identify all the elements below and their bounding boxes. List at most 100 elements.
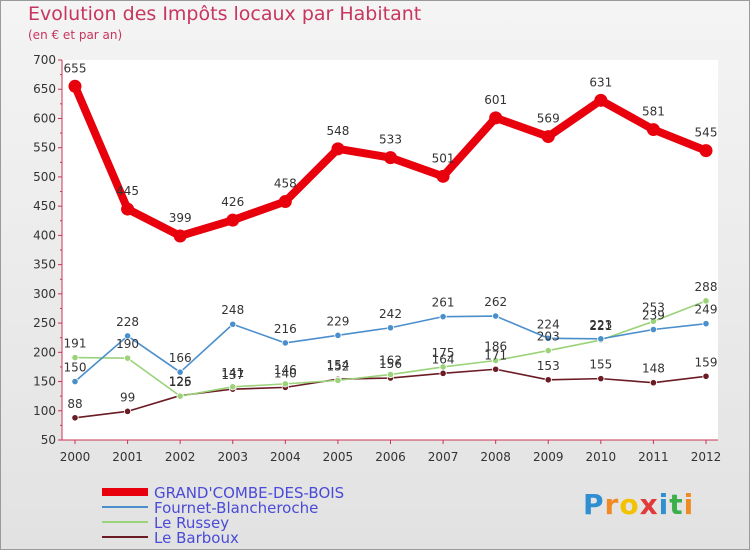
data-label: 152 bbox=[326, 359, 349, 373]
data-label: 445 bbox=[116, 184, 139, 198]
data-label: 228 bbox=[116, 315, 139, 329]
x-tick-label: 2002 bbox=[165, 450, 196, 464]
legend-label: Le Barboux bbox=[154, 529, 239, 547]
data-label: 458 bbox=[274, 176, 297, 190]
data-label: 426 bbox=[221, 195, 244, 209]
logo-letter: P bbox=[583, 488, 605, 521]
legend-label: Fournet-Blancheroche bbox=[154, 499, 318, 517]
y-tick-label: 400 bbox=[33, 228, 56, 242]
x-tick-label: 2000 bbox=[60, 450, 91, 464]
data-point bbox=[489, 111, 503, 125]
data-label: 288 bbox=[695, 280, 718, 294]
x-tick-label: 2012 bbox=[691, 450, 722, 464]
data-label: 146 bbox=[274, 363, 297, 377]
x-tick-label: 2001 bbox=[112, 450, 143, 464]
y-tick-label: 600 bbox=[33, 111, 56, 125]
y-tick-label: 450 bbox=[33, 199, 56, 213]
data-label: 581 bbox=[642, 105, 665, 119]
chart-title: Evolution des Impôts locaux par Habitant bbox=[28, 3, 422, 25]
data-point bbox=[649, 379, 658, 387]
data-label: 162 bbox=[379, 354, 402, 368]
data-point bbox=[439, 369, 447, 377]
data-point bbox=[646, 123, 660, 137]
x-tick-label: 2003 bbox=[217, 450, 248, 464]
data-label: 229 bbox=[326, 314, 349, 328]
y-tick-label: 100 bbox=[33, 404, 56, 418]
x-tick-label: 2007 bbox=[428, 450, 459, 464]
data-point bbox=[68, 79, 82, 93]
data-point bbox=[123, 354, 132, 362]
data-point bbox=[597, 335, 605, 343]
data-label: 141 bbox=[221, 366, 244, 380]
data-point bbox=[176, 392, 184, 400]
y-tick-label: 150 bbox=[33, 375, 56, 389]
logo-letter: x bbox=[639, 488, 659, 521]
data-point bbox=[71, 414, 79, 422]
data-point bbox=[702, 372, 710, 380]
logo-letter: i bbox=[658, 488, 670, 521]
logo-letter: i bbox=[683, 488, 695, 521]
data-label: 155 bbox=[589, 358, 612, 372]
data-label: 216 bbox=[274, 322, 297, 336]
data-point bbox=[702, 297, 710, 305]
data-point bbox=[278, 194, 292, 208]
data-label: 186 bbox=[484, 339, 507, 353]
data-point bbox=[439, 363, 447, 371]
data-label: 175 bbox=[432, 346, 455, 360]
data-point bbox=[123, 332, 132, 340]
data-label: 548 bbox=[326, 124, 349, 138]
data-label: 655 bbox=[64, 61, 87, 75]
data-point bbox=[121, 202, 135, 216]
data-label: 262 bbox=[484, 295, 507, 309]
data-label: 99 bbox=[120, 390, 135, 404]
data-label: 545 bbox=[695, 126, 718, 140]
data-label: 171 bbox=[484, 348, 507, 362]
data-label: 261 bbox=[432, 296, 455, 310]
data-label: 156 bbox=[379, 357, 402, 371]
data-point bbox=[71, 377, 79, 386]
data-point bbox=[699, 144, 713, 158]
data-label: 253 bbox=[642, 300, 665, 314]
data-point bbox=[492, 365, 500, 373]
data-label: 159 bbox=[695, 355, 718, 369]
y-tick-label: 550 bbox=[33, 141, 56, 155]
data-point bbox=[386, 324, 395, 332]
data-label: 88 bbox=[67, 397, 82, 411]
proxiti-logo: Proxiti bbox=[583, 488, 694, 521]
data-point bbox=[386, 370, 395, 379]
data-point bbox=[649, 317, 658, 325]
data-label: 126 bbox=[169, 375, 192, 389]
data-point bbox=[594, 93, 608, 107]
data-label: 249 bbox=[695, 303, 718, 317]
logo-letter: r bbox=[604, 488, 620, 521]
data-label: 203 bbox=[537, 330, 560, 344]
data-label: 148 bbox=[642, 362, 665, 376]
data-point bbox=[229, 320, 237, 328]
data-point bbox=[176, 368, 184, 376]
y-tick-label: 50 bbox=[41, 433, 56, 447]
data-label: 221 bbox=[589, 319, 612, 333]
legend-label: Le Russey bbox=[154, 514, 229, 532]
data-label: 242 bbox=[379, 307, 402, 321]
data-point bbox=[334, 376, 342, 384]
data-label: 190 bbox=[116, 337, 139, 351]
data-point bbox=[334, 331, 342, 339]
y-tick-label: 350 bbox=[33, 258, 56, 272]
data-point bbox=[331, 142, 345, 156]
x-tick-label: 2008 bbox=[480, 450, 511, 464]
y-tick-label: 250 bbox=[33, 316, 56, 330]
data-point bbox=[173, 229, 187, 243]
y-tick-label: 300 bbox=[33, 287, 56, 301]
x-tick-label: 2011 bbox=[638, 450, 669, 464]
data-label: 224 bbox=[537, 317, 560, 331]
data-label: 601 bbox=[484, 93, 507, 107]
data-point bbox=[71, 353, 79, 362]
data-label: 125 bbox=[169, 375, 192, 389]
data-label: 569 bbox=[537, 112, 560, 126]
data-point bbox=[544, 376, 552, 384]
x-tick-label: 2009 bbox=[533, 450, 564, 464]
data-point bbox=[492, 312, 500, 320]
data-point bbox=[544, 334, 552, 342]
data-label: 191 bbox=[64, 337, 87, 351]
